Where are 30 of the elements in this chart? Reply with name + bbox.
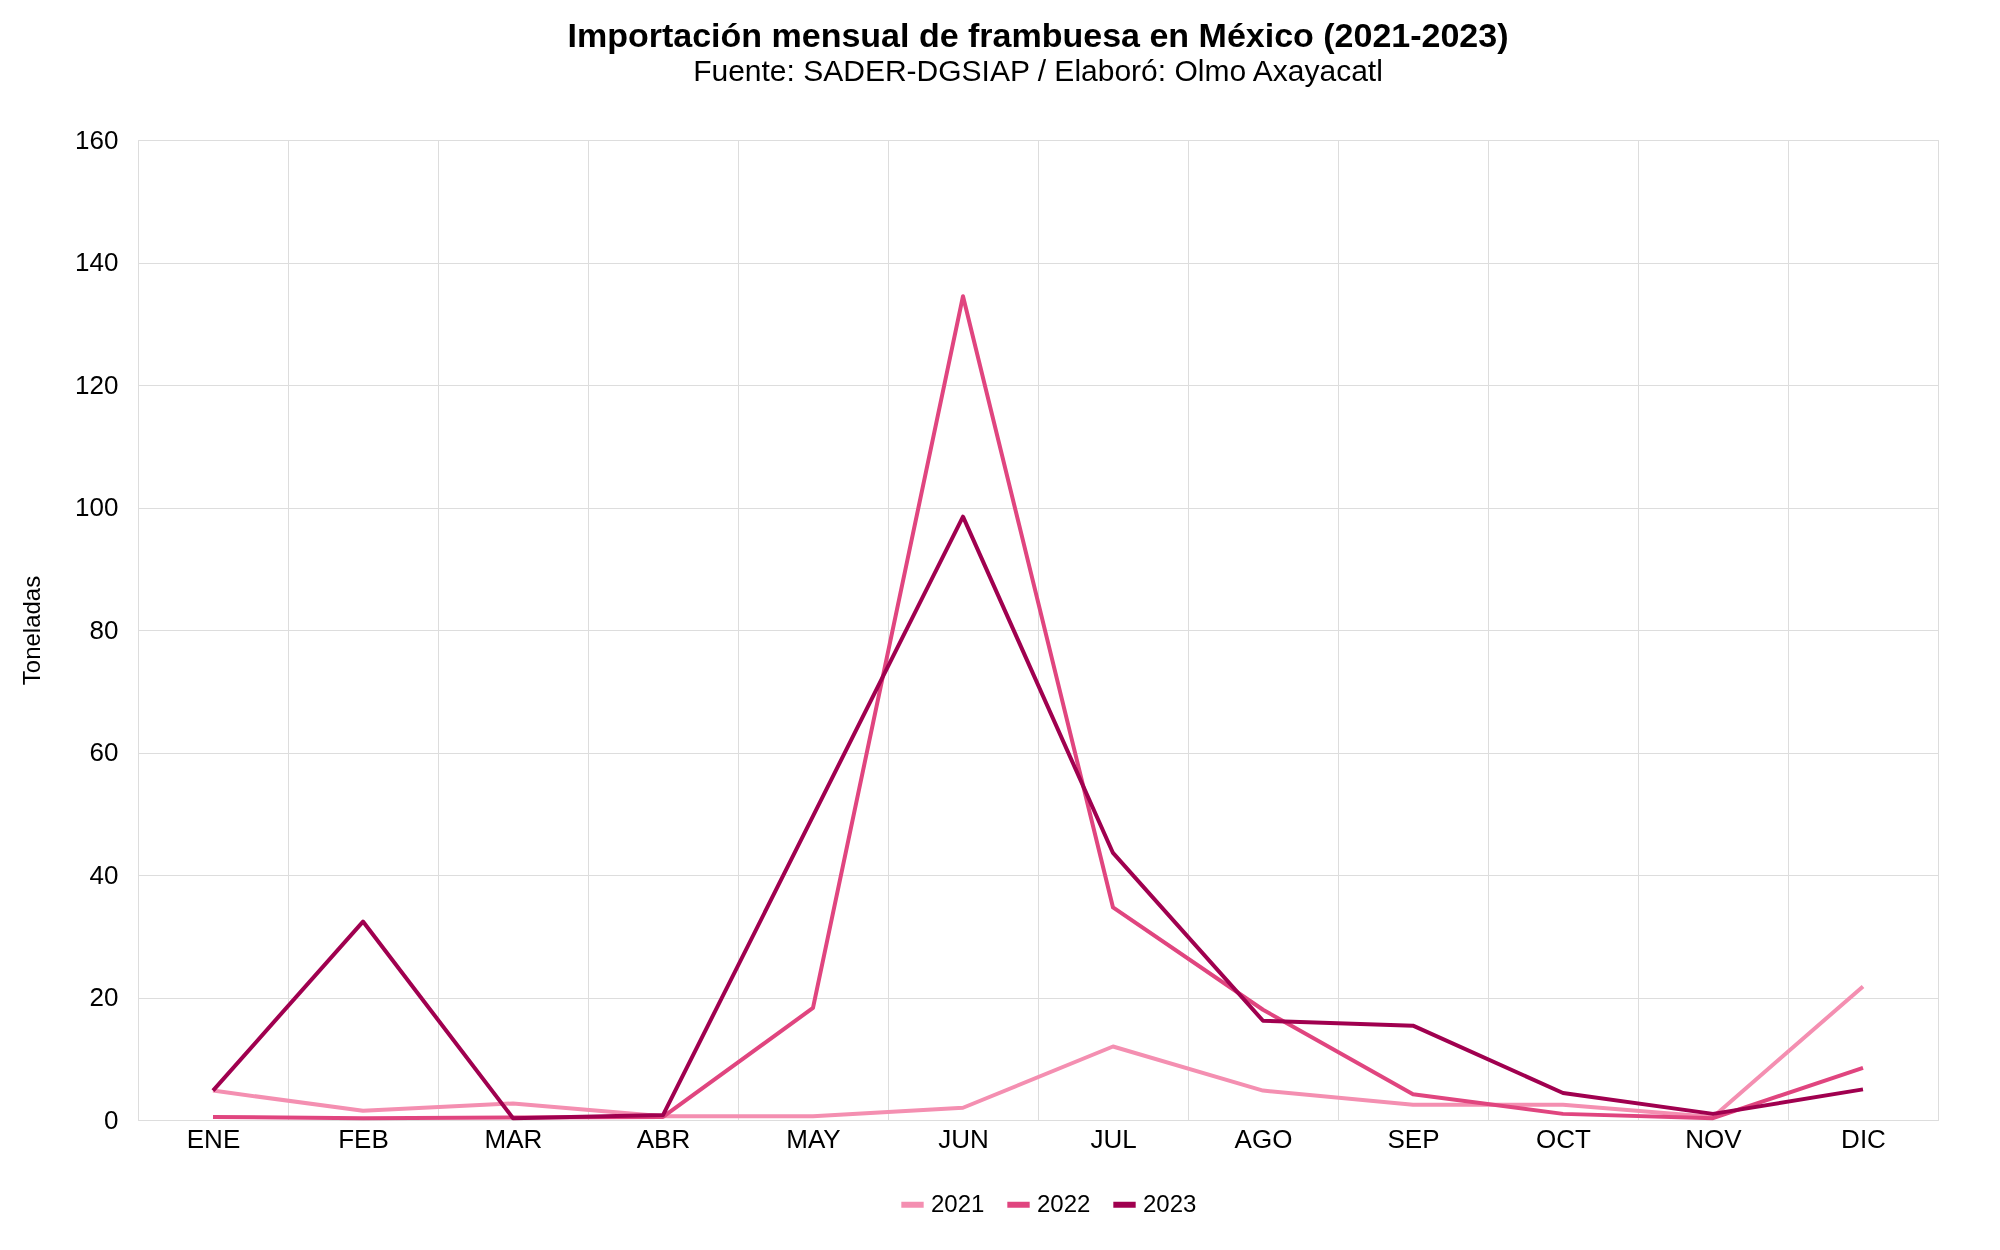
- chart-subtitle: Fuente: SADER-DGSIAP / Elaboró: Olmo Axayacatl: [693, 54, 1383, 87]
- x-tick-label: NOV: [1685, 1123, 1743, 1154]
- line-series: [211, 514, 1865, 1121]
- y-tick-label: 40: [89, 859, 119, 890]
- y-tick-label: 100: [75, 492, 119, 522]
- x-tick-label: SEP: [1387, 1123, 1440, 1154]
- y-tick-label: 20: [89, 982, 119, 1012]
- x-tick-label: ENE: [186, 1123, 241, 1154]
- y-tick-label: 80: [89, 614, 119, 645]
- legend-label: 2021: [931, 1189, 985, 1217]
- y-axis-title: Toneladas: [18, 575, 46, 686]
- y-tick-label: 0: [104, 1104, 119, 1135]
- x-tick-label: OCT: [1536, 1123, 1592, 1154]
- x-tick-label: JUL: [1090, 1123, 1137, 1154]
- y-tick-label: 160: [75, 124, 119, 155]
- x-tick-label: DIC: [1841, 1123, 1886, 1154]
- x-tick-label: AGO: [1234, 1123, 1293, 1154]
- x-tick-label: FEB: [338, 1123, 389, 1154]
- x-tick-label: ABR: [636, 1123, 691, 1154]
- line-series: [211, 984, 1865, 1119]
- x-tick-label: JUN: [938, 1123, 989, 1154]
- chart-title: Importación mensual de frambuesa en México (2021-2023): [567, 16, 1509, 54]
- y-tick-label: 60: [89, 737, 119, 767]
- x-tick-label: MAY: [786, 1123, 841, 1154]
- x-tick-label: MAR: [484, 1123, 543, 1154]
- line-series: [211, 294, 1865, 1121]
- y-tick-label: 140: [75, 247, 119, 277]
- legend-label: 2022: [1037, 1189, 1091, 1217]
- y-tick-label: 120: [75, 369, 119, 400]
- legend-label: 2023: [1143, 1189, 1197, 1217]
